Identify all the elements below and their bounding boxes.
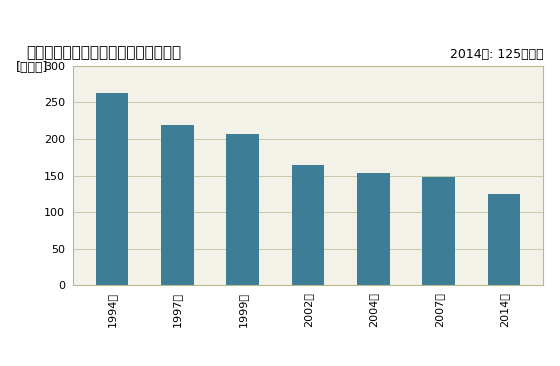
- Text: 繊維・衣服等卸売業の事業所数の推移: 繊維・衣服等卸売業の事業所数の推移: [26, 45, 181, 60]
- Text: 2014年: 125事業所: 2014年: 125事業所: [450, 48, 543, 61]
- Bar: [488, 194, 520, 285]
- Y-axis label: [事業所]: [事業所]: [16, 61, 49, 75]
- Bar: [292, 165, 324, 285]
- Bar: [357, 173, 390, 285]
- Bar: [422, 177, 455, 285]
- Bar: [161, 125, 194, 285]
- Bar: [226, 134, 259, 285]
- Bar: [96, 93, 128, 285]
